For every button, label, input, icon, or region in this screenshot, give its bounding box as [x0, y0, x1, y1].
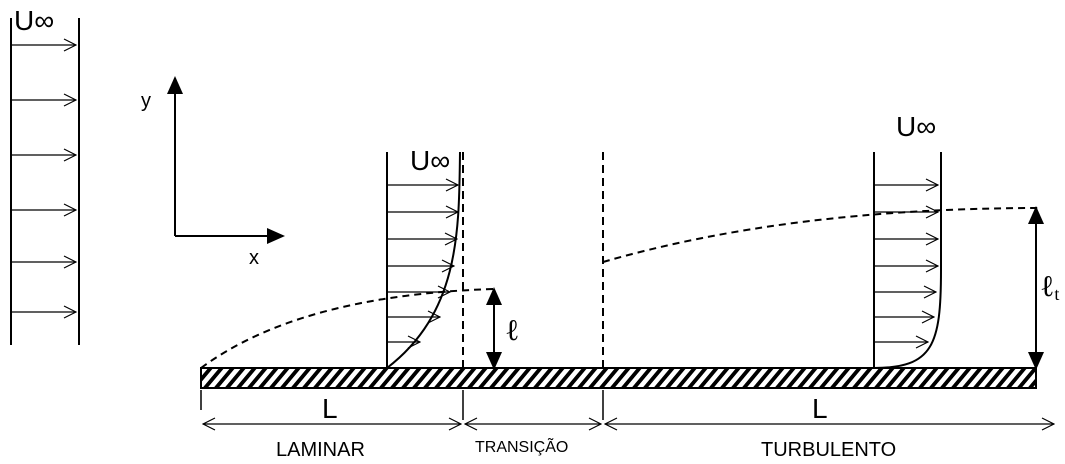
turbulent-thickness-label: ℓt: [1040, 270, 1059, 304]
turbulent-length-label: L: [812, 393, 828, 424]
laminar-thickness-dimension: ℓ: [486, 287, 519, 370]
y-axis-label: y: [141, 90, 151, 112]
turbulent-region-label: TURBULENTO: [761, 439, 896, 459]
turbulent-freestream-label: U∞: [896, 111, 936, 142]
coordinate-axes: y x: [141, 76, 285, 269]
laminar-length-label: L: [322, 393, 338, 424]
turbulent-profile-curve: [873, 152, 942, 369]
transition-dimension: TRANSIÇÃO: [465, 424, 601, 456]
transition-region-label: TRANSIÇÃO: [475, 436, 568, 456]
turbulent-boundary-layer-edge: [602, 207, 1041, 263]
turbulent-velocity-profile: U∞: [873, 111, 942, 369]
laminar-freestream-label: U∞: [410, 145, 450, 176]
freestream-profile: U∞: [10, 5, 80, 345]
laminar-length-dimension: L LAMINAR: [203, 393, 461, 461]
freestream-label: U∞: [14, 5, 54, 36]
laminar-region-label: LAMINAR: [276, 439, 365, 459]
flat-plate: [200, 367, 1037, 389]
laminar-boundary-layer-edge: [200, 288, 495, 369]
laminar-thickness-label: ℓ: [505, 314, 519, 347]
laminar-velocity-profile: U∞: [386, 145, 461, 369]
x-axis-label: x: [249, 247, 259, 269]
turbulent-thickness-dimension: ℓt: [1028, 206, 1059, 370]
turbulent-length-dimension: L TURBULENTO: [605, 393, 1054, 461]
